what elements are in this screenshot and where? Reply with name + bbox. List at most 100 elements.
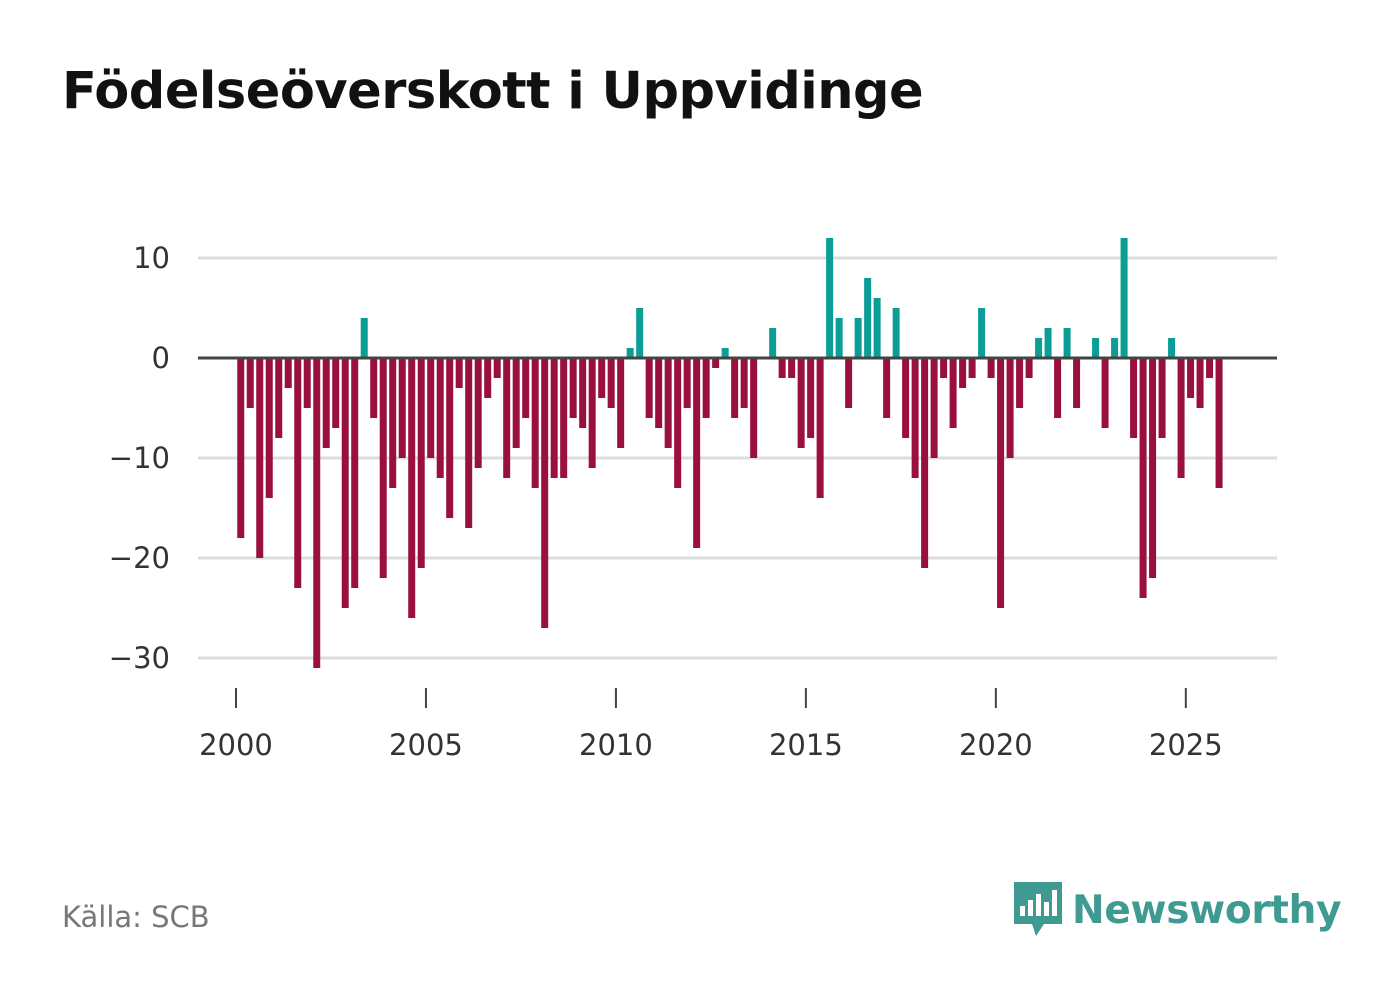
bar xyxy=(332,358,340,428)
bar xyxy=(721,348,729,358)
bar xyxy=(256,358,264,558)
bar xyxy=(1187,358,1195,398)
chart-title: Födelseöverskott i Uppvidinge xyxy=(62,62,924,121)
bars xyxy=(237,238,1223,668)
bar xyxy=(455,358,463,388)
bar xyxy=(408,358,416,618)
grid-lines xyxy=(198,256,1277,660)
bar xyxy=(845,358,853,408)
bar xyxy=(237,358,245,538)
bar xyxy=(626,348,634,358)
bar xyxy=(617,358,625,448)
newsworthy-icon xyxy=(1014,882,1062,936)
bar xyxy=(702,358,710,418)
bar xyxy=(750,358,758,458)
bar xyxy=(645,358,653,418)
bar xyxy=(1149,358,1157,578)
bar xyxy=(921,358,929,568)
bar xyxy=(1025,358,1033,378)
x-tick-label: 2005 xyxy=(389,728,463,762)
brand-logo: Newsworthy xyxy=(1012,880,1342,940)
bar xyxy=(892,308,900,358)
bar xyxy=(1016,358,1024,408)
bar xyxy=(303,358,311,408)
bar xyxy=(313,358,321,668)
bar xyxy=(1044,328,1052,358)
bar xyxy=(731,358,739,418)
bar xyxy=(1215,358,1223,488)
bar xyxy=(588,358,596,468)
bar xyxy=(1139,358,1147,598)
bar xyxy=(854,318,862,358)
bar xyxy=(427,358,435,458)
bar xyxy=(265,358,273,498)
bar xyxy=(1035,338,1043,358)
bar xyxy=(379,358,387,578)
bar xyxy=(446,358,454,518)
bar xyxy=(997,358,1005,608)
bar xyxy=(1054,358,1062,418)
bar xyxy=(1177,358,1185,478)
source-note: Källa: SCB xyxy=(62,900,210,934)
brand-name: Newsworthy xyxy=(1072,887,1342,933)
bar xyxy=(465,358,473,528)
bar xyxy=(1111,338,1119,358)
x-tick-label: 2015 xyxy=(769,728,843,762)
bar xyxy=(474,358,482,468)
y-tick-label: 10 xyxy=(133,241,170,275)
bar xyxy=(655,358,663,428)
bar xyxy=(693,358,701,548)
bar xyxy=(930,358,938,458)
bar xyxy=(436,358,444,478)
bar xyxy=(740,358,748,408)
bar xyxy=(569,358,577,418)
bar xyxy=(398,358,406,458)
bar xyxy=(579,358,587,428)
bar xyxy=(778,358,786,378)
bar xyxy=(493,358,501,378)
y-tick-label: 0 xyxy=(152,341,170,375)
bar xyxy=(560,358,568,478)
bar xyxy=(1120,238,1128,358)
bar xyxy=(550,358,558,478)
bar xyxy=(987,358,995,378)
bar xyxy=(968,358,976,378)
bar xyxy=(978,308,986,358)
bar xyxy=(360,318,368,358)
bar xyxy=(883,358,891,418)
x-tick-label: 2025 xyxy=(1149,728,1223,762)
bar xyxy=(683,358,691,408)
bar xyxy=(341,358,349,608)
bar xyxy=(598,358,606,398)
bar xyxy=(949,358,957,428)
bar xyxy=(1101,358,1109,428)
bar xyxy=(826,238,834,358)
bar xyxy=(636,308,644,358)
bar xyxy=(788,358,796,378)
bar xyxy=(607,358,615,408)
bar xyxy=(541,358,549,628)
bar xyxy=(712,358,720,368)
bar xyxy=(1006,358,1014,458)
bar xyxy=(1196,358,1204,408)
bar xyxy=(417,358,425,568)
bar xyxy=(531,358,539,488)
x-tick-label: 2000 xyxy=(199,728,273,762)
bar xyxy=(902,358,910,438)
bar xyxy=(807,358,815,438)
bar xyxy=(674,358,682,488)
bar xyxy=(1092,338,1100,358)
bar xyxy=(835,318,843,358)
bar xyxy=(522,358,530,418)
bar xyxy=(503,358,511,478)
x-tick-label: 2010 xyxy=(579,728,653,762)
bar xyxy=(769,328,777,358)
bar xyxy=(1206,358,1214,378)
bar xyxy=(797,358,805,448)
bar xyxy=(484,358,492,398)
bar xyxy=(959,358,967,388)
bar xyxy=(246,358,254,408)
bar xyxy=(940,358,948,378)
bar xyxy=(294,358,302,588)
axes: 10 0 −10 −20 −30 2000 2005 2010 2015 2020 2025 xyxy=(109,241,1277,762)
